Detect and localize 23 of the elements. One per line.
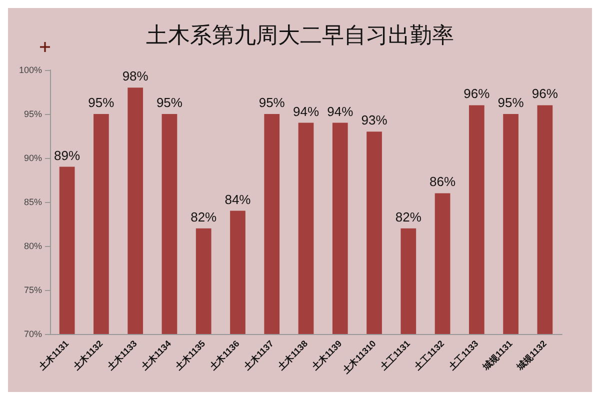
y-tick-label: 95% <box>24 109 42 119</box>
data-label: 95% <box>258 95 286 110</box>
data-label: 94% <box>327 104 354 119</box>
y-tick-label: 100% <box>18 65 42 75</box>
data-label: 95% <box>498 95 524 110</box>
data-label: 82% <box>190 209 218 224</box>
data-label: 98% <box>122 68 149 84</box>
y-tick-label: 85% <box>24 197 42 207</box>
data-label: 96% <box>532 86 558 102</box>
y-tick-label: 70% <box>24 329 42 339</box>
data-label: 95% <box>88 95 115 110</box>
data-label: 94% <box>292 104 320 119</box>
chart-title: 土木系第九周大二早自习出勤率 <box>146 24 454 48</box>
data-label: 86% <box>430 174 456 190</box>
data-label: 93% <box>361 112 388 128</box>
y-tick-label: 80% <box>24 241 42 251</box>
data-label: 89% <box>54 148 81 163</box>
data-label: 82% <box>395 209 422 224</box>
y-tick-label: 75% <box>24 285 42 295</box>
y-tick-label: 90% <box>24 153 42 163</box>
data-label: 96% <box>464 86 490 102</box>
data-label: 95% <box>156 95 183 110</box>
data-label: 84% <box>224 192 252 207</box>
